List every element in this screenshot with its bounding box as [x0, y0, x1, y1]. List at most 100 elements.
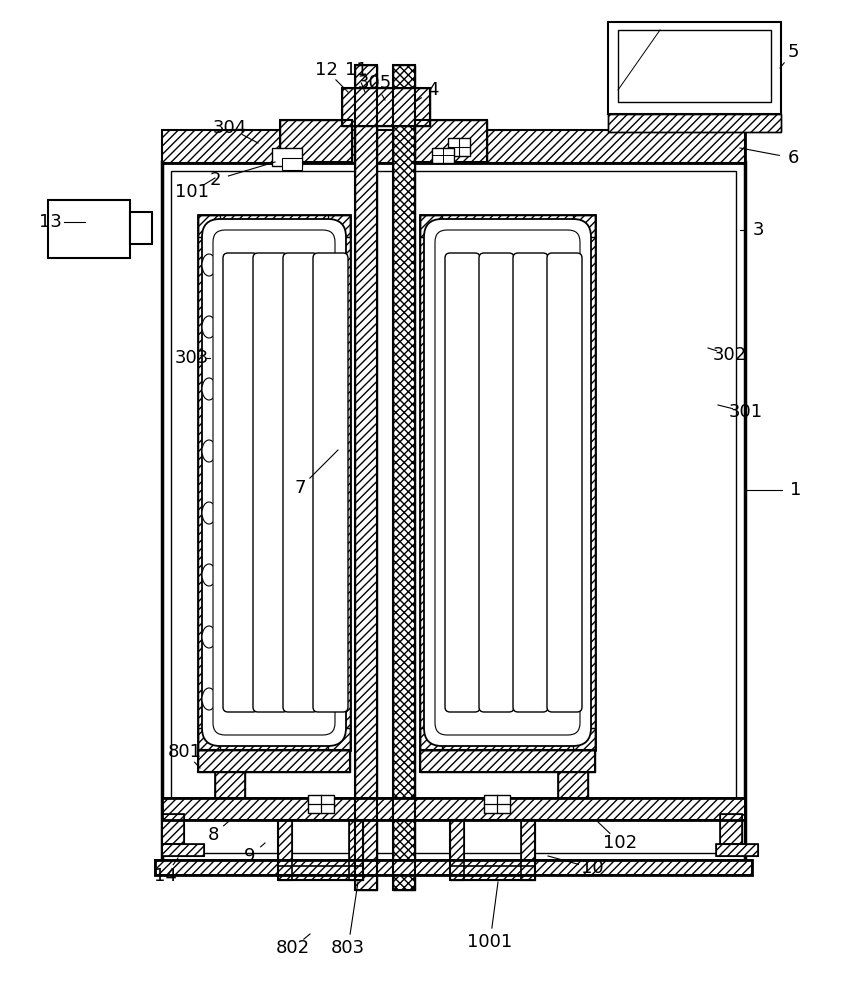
Bar	[162, 814, 184, 844]
FancyBboxPatch shape	[313, 253, 348, 712]
Bar	[162, 130, 745, 163]
Bar	[171, 171, 736, 853]
Bar	[432, 148, 454, 163]
Bar	[558, 772, 588, 798]
Text: 2: 2	[209, 171, 221, 189]
Bar	[420, 750, 595, 772]
Bar	[198, 215, 220, 750]
Bar	[198, 750, 350, 772]
Bar	[155, 860, 752, 875]
Bar	[608, 22, 781, 114]
Bar	[162, 798, 745, 820]
Bar	[342, 88, 430, 126]
Bar	[278, 820, 363, 880]
Bar	[355, 65, 377, 890]
Bar	[484, 795, 510, 813]
Bar	[720, 814, 742, 844]
Bar	[450, 866, 535, 880]
Text: 13: 13	[39, 213, 62, 231]
Bar	[521, 820, 535, 880]
Bar	[420, 728, 595, 750]
Bar	[328, 215, 350, 750]
Ellipse shape	[202, 564, 216, 586]
Bar	[420, 215, 442, 750]
Text: 14: 14	[153, 867, 176, 885]
FancyBboxPatch shape	[479, 253, 514, 712]
Bar	[155, 860, 752, 875]
Bar	[450, 820, 464, 880]
Ellipse shape	[202, 316, 216, 338]
Bar	[450, 866, 535, 880]
Bar	[272, 148, 302, 166]
Text: 9: 9	[244, 847, 256, 865]
Bar	[720, 814, 742, 844]
Text: 302: 302	[713, 346, 747, 364]
Bar	[450, 820, 535, 880]
Text: 6: 6	[788, 149, 799, 167]
Text: 304: 304	[213, 119, 247, 137]
Bar	[162, 844, 204, 856]
Text: 802: 802	[276, 939, 310, 957]
FancyBboxPatch shape	[547, 253, 582, 712]
Bar	[280, 120, 352, 162]
Bar	[225, 261, 271, 704]
Bar	[198, 215, 350, 237]
Bar	[278, 866, 363, 880]
Bar	[355, 65, 377, 890]
Bar	[420, 215, 442, 750]
Bar	[278, 820, 292, 880]
Bar	[420, 215, 595, 750]
Bar	[420, 215, 595, 237]
Text: 101: 101	[175, 183, 209, 201]
Text: 301: 301	[729, 403, 763, 421]
Ellipse shape	[202, 440, 216, 462]
Bar	[48, 200, 130, 258]
Bar	[198, 215, 350, 237]
FancyBboxPatch shape	[213, 230, 335, 735]
Bar	[420, 750, 595, 772]
FancyBboxPatch shape	[435, 230, 580, 735]
Bar	[198, 215, 350, 750]
Bar	[162, 130, 745, 163]
FancyBboxPatch shape	[202, 219, 346, 746]
Bar	[162, 162, 745, 862]
Text: 303: 303	[174, 349, 209, 367]
Text: 102: 102	[603, 834, 637, 852]
Bar	[162, 814, 184, 844]
Ellipse shape	[202, 378, 216, 400]
FancyBboxPatch shape	[223, 253, 258, 712]
Bar	[282, 158, 302, 170]
Text: 803: 803	[331, 939, 365, 957]
Bar	[393, 65, 415, 890]
Text: 5: 5	[787, 43, 799, 61]
Bar	[215, 772, 245, 798]
Bar	[450, 820, 464, 880]
Bar	[349, 820, 363, 880]
Bar	[162, 798, 745, 820]
Text: 10: 10	[581, 859, 603, 877]
Bar	[558, 772, 588, 798]
Ellipse shape	[202, 688, 216, 710]
Bar	[716, 844, 758, 856]
Bar	[162, 844, 204, 856]
Bar	[198, 728, 350, 750]
FancyBboxPatch shape	[424, 219, 591, 746]
Bar	[618, 30, 771, 102]
Bar	[342, 88, 430, 126]
Ellipse shape	[202, 502, 216, 524]
Bar	[716, 844, 758, 856]
Bar	[420, 215, 595, 237]
Bar	[415, 120, 487, 162]
Text: 1001: 1001	[468, 933, 512, 951]
Ellipse shape	[202, 626, 216, 648]
Bar	[198, 728, 350, 750]
Text: 7: 7	[294, 479, 306, 497]
Bar	[215, 772, 245, 798]
Bar	[573, 215, 595, 750]
Text: 8: 8	[208, 826, 219, 844]
Bar	[415, 120, 487, 162]
Bar	[308, 795, 334, 813]
Bar	[278, 866, 363, 880]
Bar	[349, 820, 363, 880]
Bar	[448, 138, 470, 156]
